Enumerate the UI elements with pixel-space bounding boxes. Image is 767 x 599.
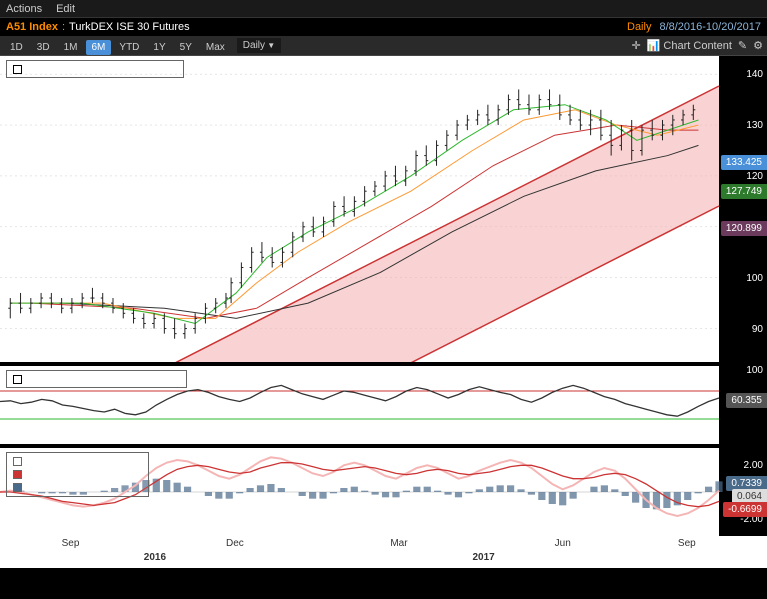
- x-month: Jun: [555, 538, 571, 549]
- menu-edit[interactable]: Edit: [56, 3, 75, 15]
- toolbar: 1D3D1M6MYTD1Y5YMax Daily ✛ 📊 Chart Conte…: [0, 36, 767, 56]
- price-tag: 127.749: [721, 184, 767, 199]
- date-range: 8/8/2016-10/20/2017: [659, 21, 761, 33]
- edit-icon[interactable]: ✎: [738, 39, 747, 52]
- timeframe-5y[interactable]: 5Y: [174, 40, 198, 55]
- timeframe-max[interactable]: Max: [200, 40, 231, 55]
- macd-legend-row: MACD(12,26) (A51) 0.064: [13, 455, 142, 468]
- price-legend: A51 Index - Last Price 133.425: [6, 60, 184, 78]
- x-year: 2017: [472, 552, 494, 563]
- crosshair-icon[interactable]: ✛: [631, 39, 640, 52]
- rsi-legend-swatch: [13, 375, 22, 384]
- x-year: 2016: [144, 552, 166, 563]
- rsi-legend: RSI (14) on Close (A51) 60.355: [6, 370, 187, 388]
- macd-tag: -0.6699: [723, 502, 767, 517]
- chart-content-button[interactable]: 📊 Chart Content: [647, 39, 732, 52]
- y-tick: 100: [719, 364, 767, 377]
- price-legend-swatch: [13, 65, 22, 74]
- timeframe-1y[interactable]: 1Y: [147, 40, 171, 55]
- x-month: Sep: [678, 538, 696, 549]
- macd-legend-row: Diff (A51) 0.7339: [13, 481, 142, 494]
- macd-panel: MACD(12,26) (A51) 0.064Sig(9) (A51) -0.6…: [0, 448, 767, 536]
- ticker-symbol: A51 Index: [6, 21, 58, 33]
- menu-actions[interactable]: Actions: [6, 3, 42, 15]
- y-tick: 120: [719, 170, 767, 183]
- y-tick: 100: [719, 272, 767, 285]
- price-tag: 120.899: [721, 221, 767, 236]
- rsi-legend-text: RSI (14) on Close (A51) 60.355: [26, 373, 180, 385]
- y-tick: 130: [719, 119, 767, 132]
- rsi-panel: RSI (14) on Close (A51) 60.355 50100 60.…: [0, 366, 767, 444]
- macd-legend: MACD(12,26) (A51) 0.064Sig(9) (A51) -0.6…: [6, 452, 149, 497]
- frequency-label: Daily: [627, 21, 651, 33]
- ticker-name: TurkDEX ISE 30 Futures: [69, 21, 190, 33]
- menu-bar: Actions Edit: [0, 0, 767, 18]
- price-chart-panel: A51 Index - Last Price 133.425 901001101…: [0, 56, 767, 362]
- x-month: Sep: [62, 538, 80, 549]
- y-tick: 140: [719, 68, 767, 81]
- y-tick: 2.00: [719, 459, 767, 472]
- separator: :: [62, 21, 65, 33]
- timeframe-ytd[interactable]: YTD: [113, 40, 145, 55]
- timeframe-3d[interactable]: 3D: [31, 40, 56, 55]
- timeframe-6m[interactable]: 6M: [86, 40, 112, 55]
- title-bar: A51 Index : TurkDEX ISE 30 Futures Daily…: [0, 18, 767, 36]
- x-month: Dec: [226, 538, 244, 549]
- rsi-tag: 60.355: [726, 393, 767, 408]
- price-legend-text: A51 Index - Last Price 133.425: [26, 63, 177, 75]
- time-axis: Sep Dec Mar Jun Sep 2016 2017: [0, 536, 767, 568]
- y-tick: 90: [719, 323, 767, 336]
- price-tag: 133.425: [721, 155, 767, 170]
- settings-icon[interactable]: ⚙: [753, 39, 763, 52]
- interval-select[interactable]: Daily: [237, 38, 281, 53]
- price-chart[interactable]: [0, 56, 767, 362]
- x-month: Mar: [390, 538, 407, 549]
- timeframe-1m[interactable]: 1M: [58, 40, 84, 55]
- macd-legend-row: Sig(9) (A51) -0.6699: [13, 468, 142, 481]
- timeframe-1d[interactable]: 1D: [4, 40, 29, 55]
